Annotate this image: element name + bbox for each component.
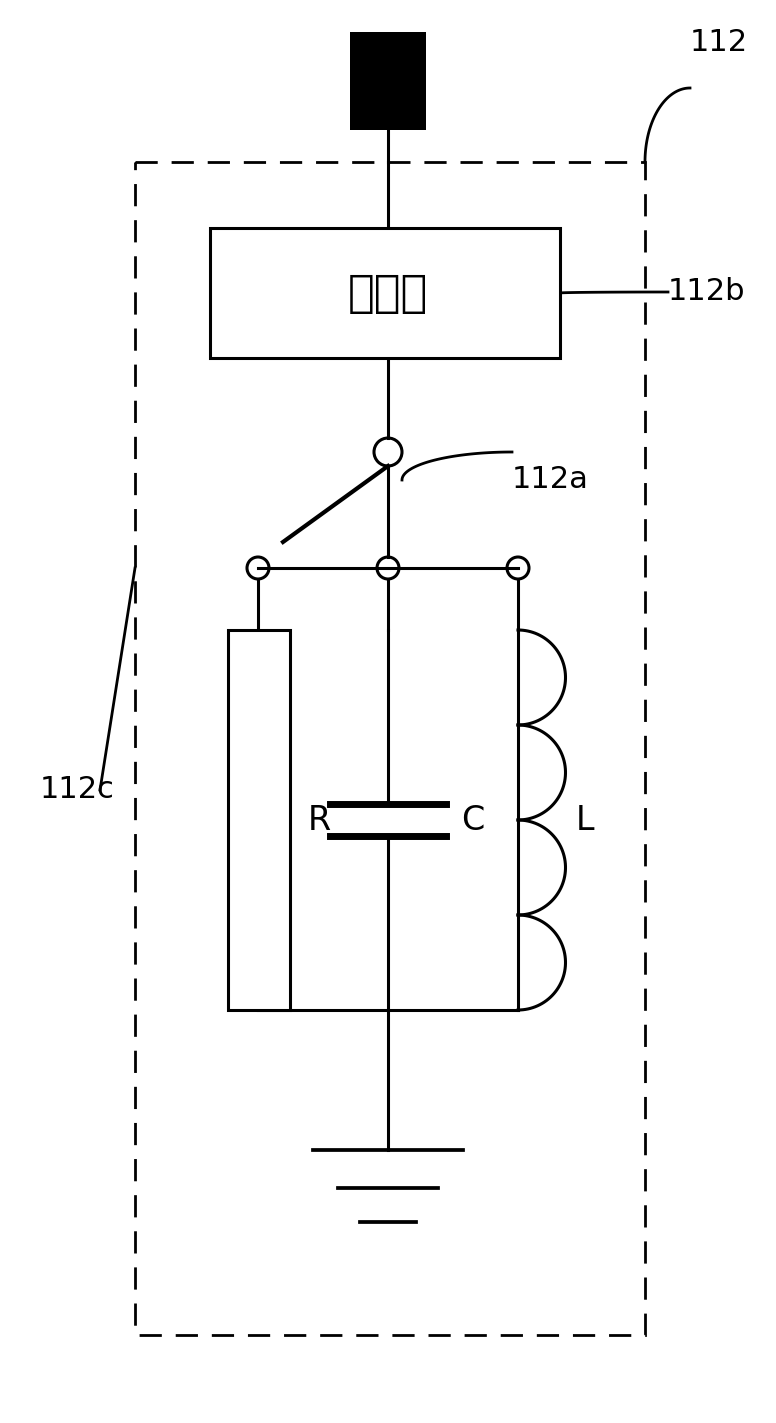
Text: R: R [308, 804, 331, 837]
Text: 控制器: 控制器 [348, 272, 428, 314]
Text: 112b: 112b [668, 277, 746, 306]
Text: 112a: 112a [512, 465, 589, 495]
Text: 112: 112 [690, 28, 748, 57]
Bar [210, 228, 560, 359]
Bar [350, 31, 426, 129]
Text: C: C [461, 804, 484, 837]
Text: L: L [576, 804, 594, 837]
Bar [228, 630, 290, 1010]
Bar [135, 162, 645, 1335]
Text: 112c: 112c [40, 776, 115, 804]
